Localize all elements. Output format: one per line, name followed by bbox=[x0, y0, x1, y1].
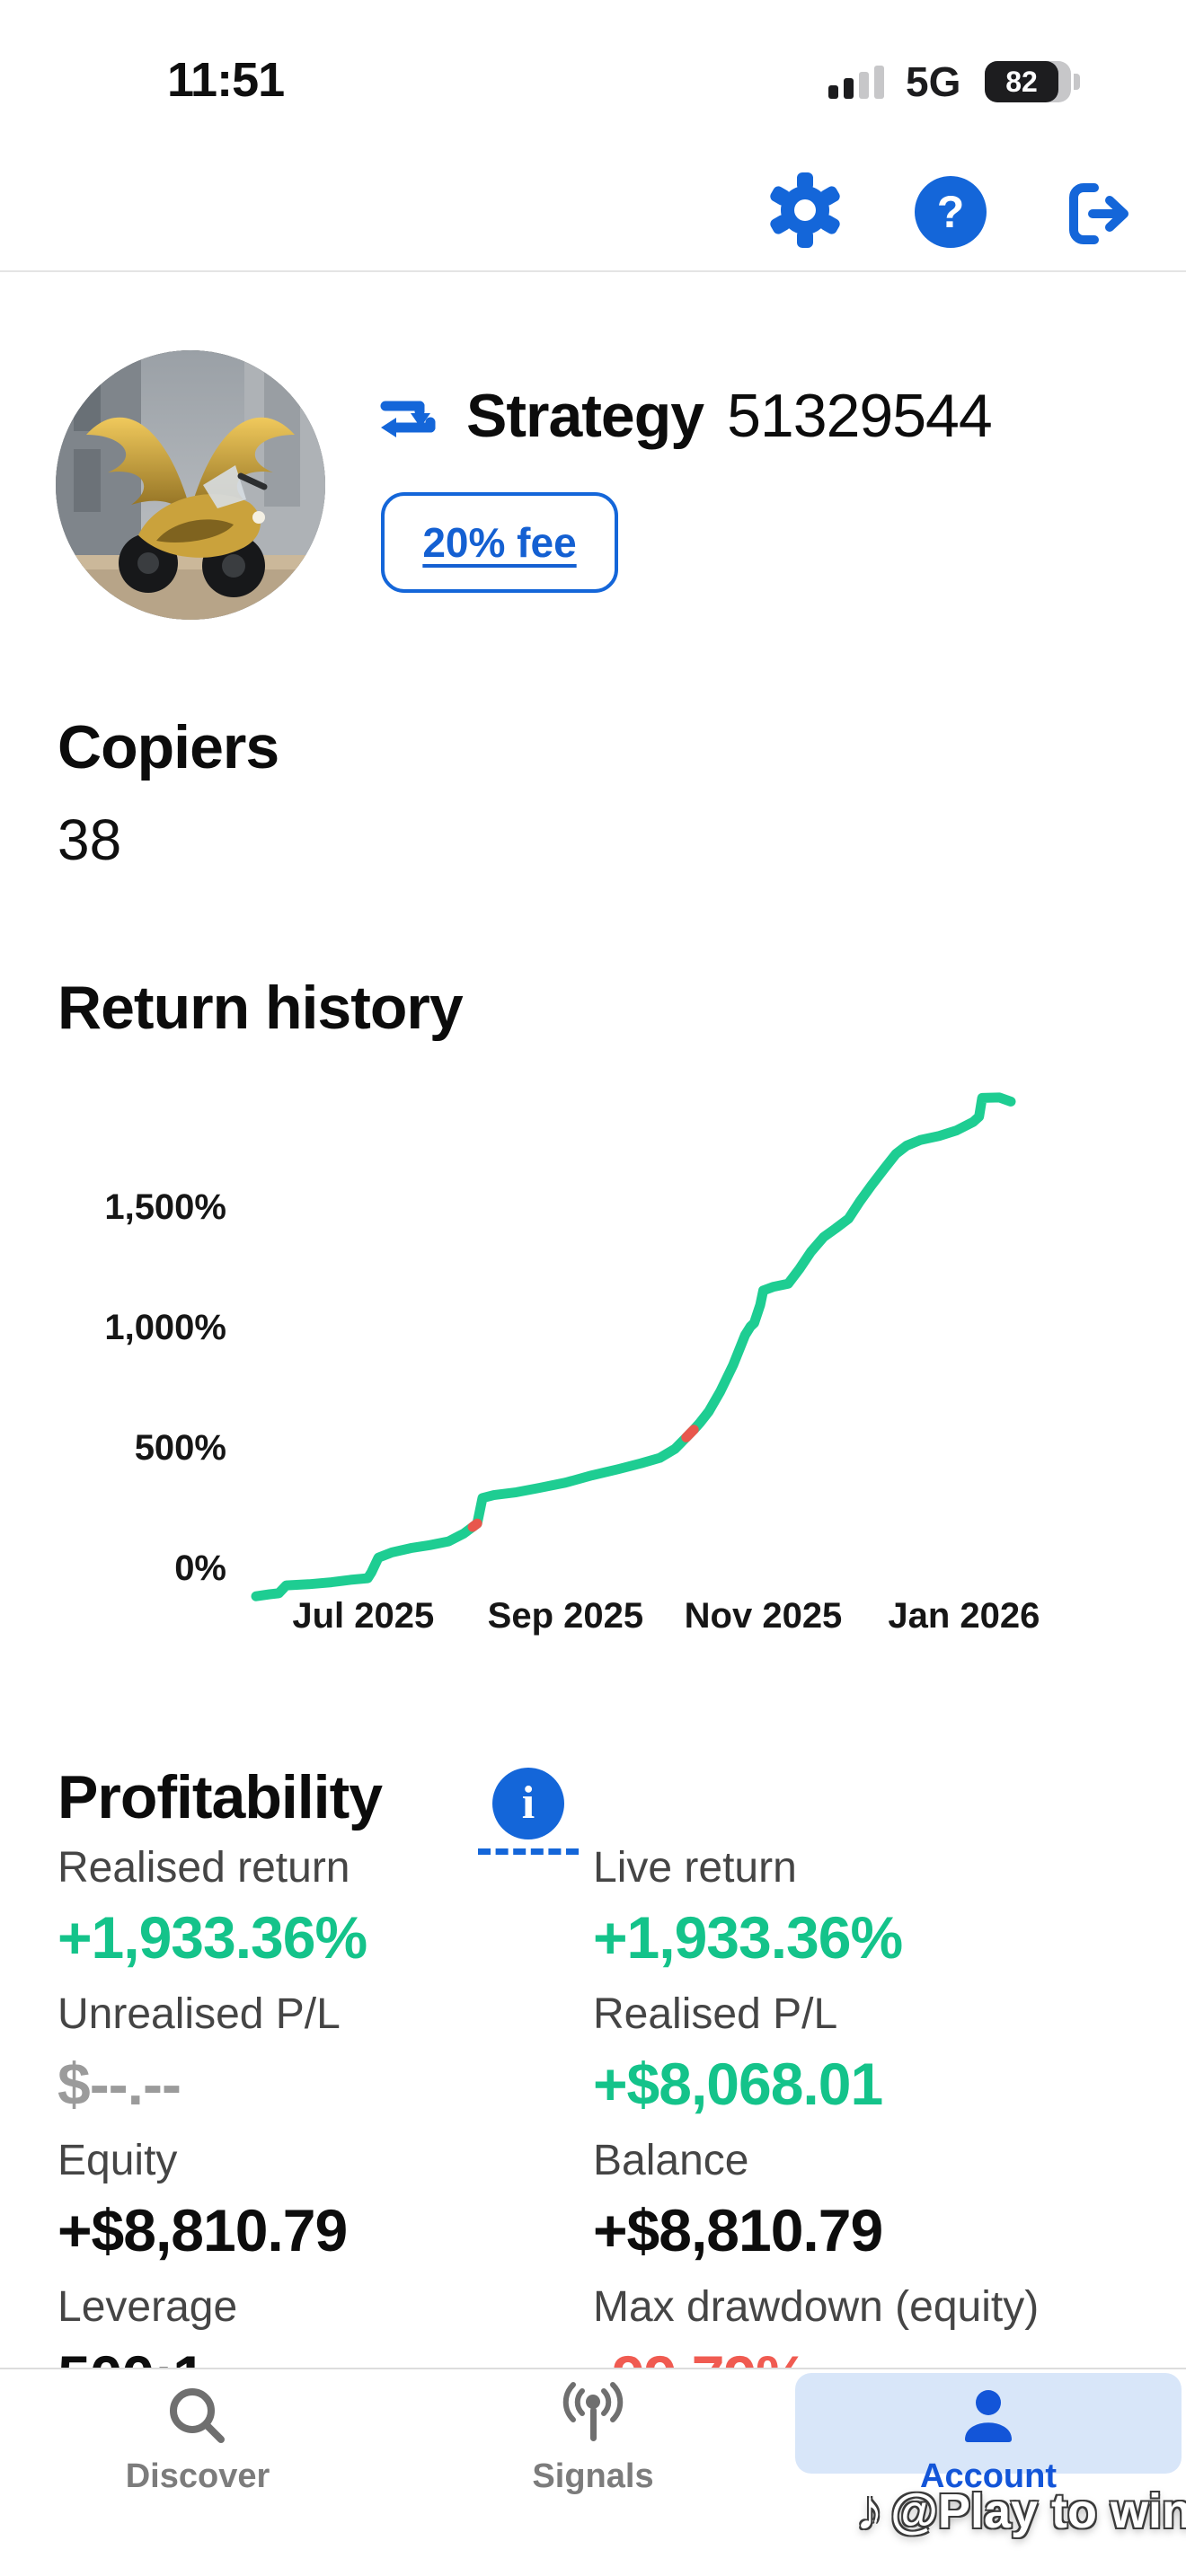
stat-label: Equity bbox=[58, 2137, 178, 2184]
stat-unrealised-pl: Unrealised P/L $--.-- bbox=[58, 1989, 593, 2136]
info-dashed-underline bbox=[478, 1805, 579, 1855]
settings-button[interactable] bbox=[766, 171, 845, 250]
stat-label: Balance bbox=[593, 2137, 749, 2184]
log-out-icon bbox=[1069, 183, 1128, 244]
music-note-icon: ♪ bbox=[855, 2480, 884, 2542]
stat-label: Realised return bbox=[58, 1844, 350, 1892]
bottom-tab-bar: Discover Signals Account bbox=[0, 2368, 1186, 2576]
profitability-heading: Profitability bbox=[58, 1763, 383, 1831]
strategy-title-row: Strategy 51329544 bbox=[373, 381, 993, 451]
stat-label: Leverage bbox=[58, 2283, 238, 2331]
magnifier-icon bbox=[170, 2388, 225, 2443]
tab-label: Signals bbox=[532, 2457, 654, 2495]
tab-discover[interactable]: Discover bbox=[81, 2380, 314, 2496]
profitability-info-button[interactable]: i bbox=[492, 1768, 564, 1839]
copiers-heading: Copiers bbox=[58, 713, 279, 781]
avatar[interactable] bbox=[56, 350, 325, 620]
loss-segment bbox=[681, 1425, 699, 1442]
strategy-id: 51329544 bbox=[727, 382, 993, 450]
stat-value: +$8,068.01 bbox=[593, 2051, 883, 2117]
return-history-heading: Return history bbox=[58, 974, 464, 1042]
profitability-stats-grid: Realised return +1,933.36% Live return +… bbox=[58, 1843, 1186, 2429]
status-time: 11:51 bbox=[167, 53, 285, 107]
stat-value: +$8,810.79 bbox=[593, 2197, 883, 2263]
person-icon bbox=[965, 2390, 1012, 2442]
tab-account[interactable]: Account bbox=[872, 2380, 1105, 2496]
return-history-chart[interactable]: 0% 500% 1,000% 1,500% Jul 2025 Sep 2025 Nov 20… bbox=[0, 1069, 1186, 1662]
signal-strength-icon bbox=[828, 65, 884, 99]
gold-motorcycle-avatar-image bbox=[56, 350, 325, 620]
watermark-text: @Play to win bbox=[890, 2483, 1186, 2538]
header-divider bbox=[0, 270, 1186, 272]
stat-value: $--.-- bbox=[58, 2051, 181, 2117]
tab-label: Account bbox=[920, 2457, 1057, 2495]
stat-label: Realised P/L bbox=[593, 1990, 838, 2038]
stat-value: +1,933.36% bbox=[593, 1904, 903, 1971]
battery-icon: 82 bbox=[985, 61, 1080, 102]
y-axis-tick-label: 0% bbox=[174, 1548, 226, 1588]
fee-button[interactable]: 20% fee bbox=[381, 492, 618, 593]
loss-segment bbox=[467, 1518, 482, 1532]
x-axis-tick-label: Nov 2025 bbox=[685, 1596, 843, 1636]
copiers-count: 38 bbox=[58, 807, 122, 872]
info-icon: i bbox=[521, 1778, 535, 1829]
watermark: ♪ @Play to win bbox=[855, 2479, 1186, 2543]
stat-label: Unrealised P/L bbox=[58, 1990, 341, 2038]
stat-equity: Equity +$8,810.79 bbox=[58, 2136, 593, 2282]
stat-value: +1,933.36% bbox=[58, 1904, 367, 1971]
logout-button[interactable] bbox=[1060, 174, 1139, 253]
swap-icon bbox=[380, 401, 436, 437]
y-axis-tick-label: 1,000% bbox=[104, 1308, 226, 1347]
x-axis-tick-label: Jul 2025 bbox=[292, 1596, 434, 1636]
network-type-label: 5G bbox=[906, 58, 961, 105]
x-axis-tick-label: Sep 2025 bbox=[488, 1596, 643, 1636]
svg-text:?: ? bbox=[937, 187, 965, 237]
battery-percent: 82 bbox=[985, 61, 1058, 102]
y-axis-tick-label: 500% bbox=[135, 1428, 226, 1468]
help-button[interactable]: ? bbox=[911, 172, 990, 251]
stat-realised-pl: Realised P/L +$8,068.01 bbox=[593, 1989, 1186, 2136]
gear-icon bbox=[770, 172, 840, 248]
return-line bbox=[251, 1092, 1016, 1601]
y-axis-tick-label: 1,500% bbox=[104, 1187, 226, 1227]
stat-live-return: Live return +1,933.36% bbox=[593, 1843, 1186, 1989]
strategy-title: Strategy bbox=[466, 382, 704, 450]
stat-value: +$8,810.79 bbox=[58, 2197, 348, 2263]
stat-balance: Balance +$8,810.79 bbox=[593, 2136, 1186, 2282]
stat-label: Max drawdown (equity) bbox=[593, 2283, 1040, 2331]
stat-realised-return: Realised return +1,933.36% bbox=[58, 1843, 593, 1989]
tab-signals[interactable]: Signals bbox=[476, 2380, 710, 2496]
broadcast-antenna-icon bbox=[562, 2382, 624, 2441]
fee-label: 20% fee bbox=[422, 519, 577, 566]
x-axis-tick-label: Jan 2026 bbox=[888, 1596, 1040, 1636]
question-mark-icon: ? bbox=[915, 176, 987, 248]
tab-label: Discover bbox=[125, 2457, 270, 2495]
stat-label: Live return bbox=[593, 1844, 797, 1892]
